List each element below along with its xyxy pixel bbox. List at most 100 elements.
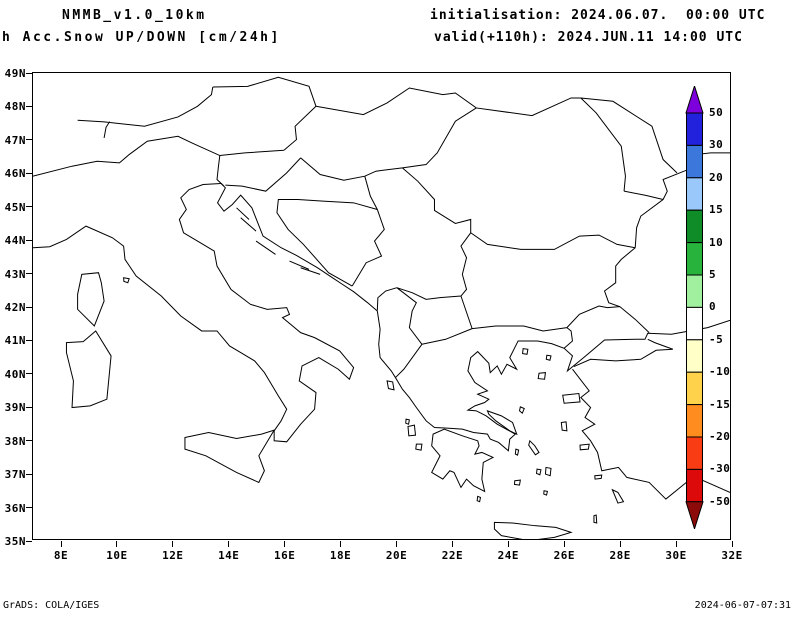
lat-tick-label: 37N bbox=[4, 468, 26, 482]
lat-tick-mark bbox=[26, 273, 32, 275]
colorbar-tick-label: -30 bbox=[709, 462, 731, 476]
colorbar-segment bbox=[686, 177, 703, 211]
country-borders bbox=[33, 77, 677, 377]
colorbar-arrow-up bbox=[685, 86, 704, 114]
lon-tick-mark bbox=[116, 541, 118, 547]
lon-tick-label: 30E bbox=[665, 549, 687, 562]
colorbar-arrow-down bbox=[685, 501, 704, 529]
plot-timestamp: 2024-06-07-07:31 bbox=[694, 600, 791, 611]
lon-tick-label: 12E bbox=[162, 549, 184, 562]
colorbar-segment bbox=[686, 468, 703, 503]
lon-tick-label: 20E bbox=[385, 549, 408, 562]
islands-dalmatia bbox=[237, 208, 321, 275]
lon-tick-label: 22E bbox=[441, 549, 464, 562]
lat-tick-label: 40N bbox=[4, 367, 26, 381]
colorbar-tick-label: -20 bbox=[709, 430, 731, 443]
lon-tick-mark bbox=[284, 541, 286, 547]
colorbar-tick-label: -50 bbox=[709, 494, 731, 508]
colorbar-tick-label: 15 bbox=[709, 203, 724, 217]
lat-tick-label: 44N bbox=[4, 234, 26, 248]
grads-credit: GrADS: COLA/IGES bbox=[3, 600, 100, 611]
coastline-blacksea bbox=[605, 153, 730, 333]
lat-tick-mark bbox=[26, 507, 32, 509]
lon-tick-mark bbox=[340, 541, 342, 547]
colorbar-segment bbox=[686, 339, 703, 373]
colorbar-tick-label: 5 bbox=[709, 268, 717, 281]
lon-tick-label: 28E bbox=[609, 549, 631, 562]
colorbar bbox=[685, 86, 704, 529]
lon-tick-mark bbox=[228, 541, 230, 547]
lon-tick-label: 16E bbox=[273, 549, 296, 562]
lat-tick-label: 36N bbox=[4, 501, 26, 515]
lon-tick-mark bbox=[731, 541, 733, 547]
colorbar-segment bbox=[686, 306, 703, 341]
lat-tick-label: 39N bbox=[4, 401, 26, 415]
lon-tick-mark bbox=[172, 541, 174, 547]
lat-tick-mark bbox=[26, 306, 32, 308]
coastline-balkans-greece bbox=[218, 184, 730, 451]
lat-tick-label: 42N bbox=[4, 301, 26, 314]
colorbar-tick-label: 0 bbox=[709, 300, 717, 314]
colorbar-segment bbox=[686, 436, 703, 470]
lat-tick-label: 41N bbox=[4, 334, 26, 348]
lon-tick-mark bbox=[619, 541, 621, 547]
lon-tick-label: 24E bbox=[497, 549, 520, 562]
lat-tick-mark bbox=[26, 540, 32, 542]
lat-tick-label: 47N bbox=[4, 133, 26, 147]
colorbar-tick-label: -15 bbox=[709, 397, 731, 411]
colorbar-tick-label: 10 bbox=[709, 235, 724, 249]
lat-tick-mark bbox=[26, 373, 32, 375]
map-geography bbox=[33, 73, 730, 539]
lat-tick-label: 46N bbox=[4, 167, 26, 181]
colorbar-tick-label: 30 bbox=[709, 138, 724, 152]
coastline-peloponnese bbox=[432, 429, 493, 491]
coastline-anatolia bbox=[572, 339, 730, 499]
colorbar-tick-label: -10 bbox=[709, 365, 731, 379]
colorbar-tick-label: 50 bbox=[709, 106, 724, 119]
colorbar-segment bbox=[686, 274, 703, 308]
lon-tick-label: 32E bbox=[721, 549, 743, 562]
lon-tick-label: 18E bbox=[329, 549, 352, 562]
colorbar-tick-label: -5 bbox=[709, 332, 724, 346]
init-time: initialisation: 2024.06.07. 00:00 UTC bbox=[430, 8, 766, 23]
lat-tick-label: 35N bbox=[4, 535, 26, 548]
colorbar-segment bbox=[686, 112, 703, 146]
colorbar-segment bbox=[686, 209, 703, 244]
lon-tick-label: 26E bbox=[553, 549, 575, 562]
lat-tick-mark bbox=[26, 406, 32, 408]
product-title: h Acc.Snow UP/DOWN [cm/24h] bbox=[2, 30, 281, 45]
lon-tick-label: 14E bbox=[218, 549, 240, 562]
lat-tick-mark bbox=[26, 440, 32, 442]
colorbar-tick-label: 20 bbox=[709, 170, 724, 184]
lat-tick-mark bbox=[26, 172, 32, 174]
lat-tick-mark bbox=[26, 206, 32, 208]
islands-small bbox=[124, 278, 624, 523]
coastline-italy bbox=[33, 184, 354, 442]
lat-tick-label: 48N bbox=[4, 100, 26, 114]
lat-tick-label: 45N bbox=[4, 200, 26, 214]
map-canvas: 49N 48N 47N 46N 45N 44N 43N 42N 41N 40N 39N 38N 37N 3… bbox=[5, 68, 743, 562]
lat-tick-mark bbox=[26, 339, 32, 341]
lon-tick-mark bbox=[563, 541, 565, 547]
lat-tick-label: 43N bbox=[4, 267, 26, 281]
lon-tick-label: 8E bbox=[53, 549, 69, 562]
lon-tick-mark bbox=[60, 541, 62, 547]
lon-tick-mark bbox=[396, 541, 398, 547]
colorbar-segment bbox=[686, 371, 703, 406]
lat-tick-mark bbox=[26, 239, 32, 241]
colorbar-segment bbox=[686, 242, 703, 276]
colorbar-segment bbox=[686, 404, 703, 438]
lat-tick-label: 49N bbox=[4, 67, 26, 80]
islands-large bbox=[66, 273, 571, 539]
lon-tick-mark bbox=[507, 541, 509, 547]
model-name: NMMB_v1.0_10km bbox=[62, 8, 207, 23]
lat-tick-label: 38N bbox=[4, 434, 26, 448]
lon-tick-mark bbox=[451, 541, 453, 547]
lat-tick-mark bbox=[26, 105, 32, 107]
valid-time: valid(+110h): 2024.JUN.11 14:00 UTC bbox=[434, 30, 743, 45]
lon-tick-mark bbox=[675, 541, 677, 547]
lat-tick-mark bbox=[26, 72, 32, 74]
lat-tick-mark bbox=[26, 473, 32, 475]
lat-tick-mark bbox=[26, 139, 32, 141]
colorbar-segment bbox=[686, 144, 703, 179]
